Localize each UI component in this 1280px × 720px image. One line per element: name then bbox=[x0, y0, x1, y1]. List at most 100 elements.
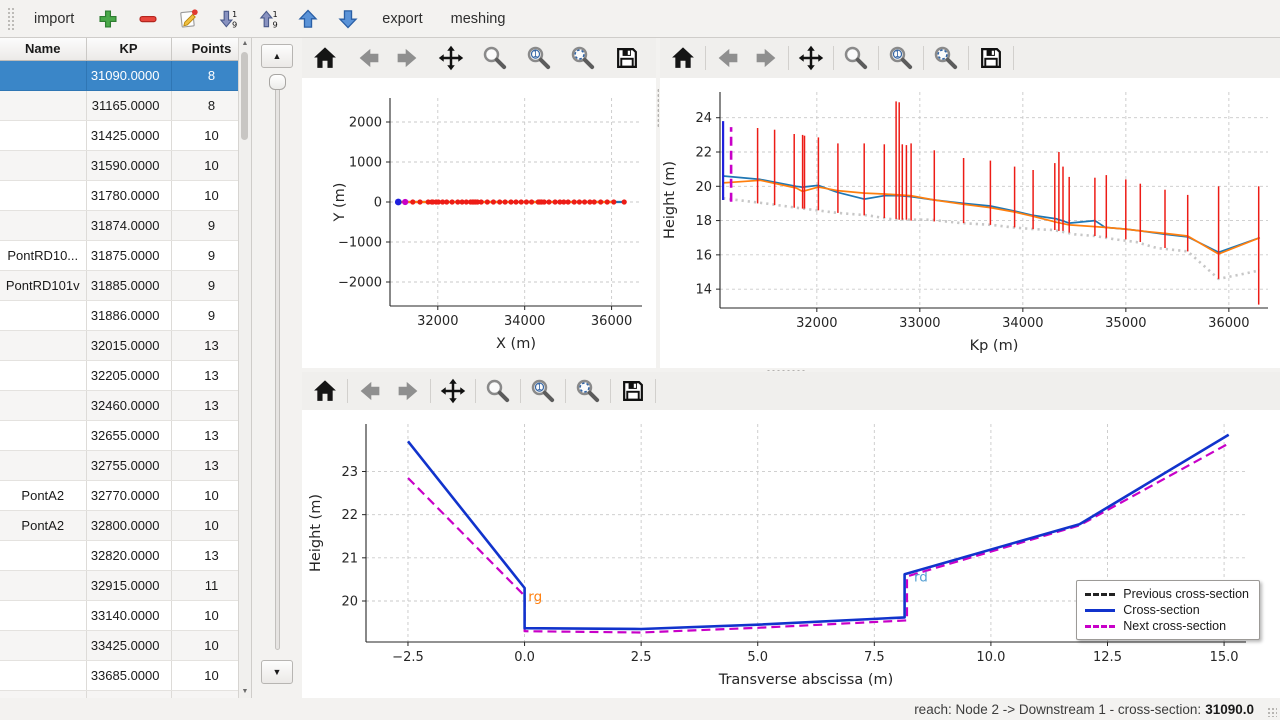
back-button[interactable] bbox=[709, 42, 747, 74]
import-button[interactable]: import bbox=[22, 5, 86, 33]
column-header-points[interactable]: Points bbox=[171, 38, 251, 61]
cell-kp[interactable]: 31780.0000 bbox=[86, 180, 172, 211]
cell-kp[interactable]: 32460.0000 bbox=[86, 390, 172, 421]
cell-name[interactable] bbox=[0, 180, 87, 211]
table-scrollbar-thumb[interactable] bbox=[241, 52, 248, 140]
cell-points[interactable]: 13 bbox=[171, 360, 251, 391]
table-row[interactable]: 33685.0000 10 bbox=[0, 660, 251, 691]
table-row[interactable]: 32015.0000 13 bbox=[0, 330, 251, 361]
table-row[interactable]: 31780.0000 10 bbox=[0, 180, 251, 211]
table-row[interactable]: 31425.0000 10 bbox=[0, 120, 251, 151]
cell-name[interactable] bbox=[0, 60, 87, 91]
table-row[interactable]: 32755.0000 13 bbox=[0, 450, 251, 481]
cell-points[interactable]: 9 bbox=[171, 270, 251, 301]
cell-name[interactable] bbox=[0, 660, 87, 691]
cell-kp[interactable]: 31874.0000 bbox=[86, 210, 172, 241]
cell-name[interactable]: PontA2 bbox=[0, 510, 87, 541]
cell-points[interactable]: 10 bbox=[171, 150, 251, 181]
cell-points[interactable]: 13 bbox=[171, 540, 251, 571]
table-row[interactable]: PontA2 32800.0000 10 bbox=[0, 510, 251, 541]
scroll-down-icon[interactable]: ▼ bbox=[241, 688, 249, 695]
table-row[interactable]: 31590.0000 10 bbox=[0, 150, 251, 181]
zoom-button[interactable] bbox=[837, 42, 875, 74]
forward-button[interactable] bbox=[747, 42, 785, 74]
remove-button[interactable] bbox=[130, 4, 166, 34]
slider-track[interactable] bbox=[275, 78, 280, 650]
table-row[interactable]: 32205.0000 13 bbox=[0, 360, 251, 391]
column-header-name[interactable]: Name bbox=[0, 38, 87, 61]
sort-descending-button[interactable] bbox=[210, 4, 246, 34]
column-header-kp[interactable]: KP bbox=[86, 38, 172, 61]
cell-kp[interactable]: 31875.0000 bbox=[86, 240, 172, 271]
cell-kp[interactable]: 31590.0000 bbox=[86, 150, 172, 181]
cell-kp[interactable]: 32755.0000 bbox=[86, 450, 172, 481]
forward-button[interactable] bbox=[389, 375, 427, 407]
table-scrollbar-trough[interactable] bbox=[239, 50, 251, 686]
table-row[interactable]: PontA2 32770.0000 10 bbox=[0, 480, 251, 511]
zoom-to-rect-button[interactable] bbox=[882, 42, 920, 74]
table-row[interactable]: 32915.0000 11 bbox=[0, 570, 251, 601]
zoom-fit-button[interactable] bbox=[927, 42, 965, 74]
cell-points[interactable]: 8 bbox=[171, 90, 251, 121]
resize-grip[interactable] bbox=[1267, 707, 1277, 717]
cell-name[interactable] bbox=[0, 570, 87, 601]
cell-kp[interactable]: 32015.0000 bbox=[86, 330, 172, 361]
table-row[interactable]: PontRD10... 31875.0000 9 bbox=[0, 240, 251, 271]
cell-points[interactable]: 9 bbox=[171, 210, 251, 241]
profile-figure-canvas[interactable]: 32000 33000 34000 35000 36000 14 16 18 20 22 24 Kp … bbox=[660, 78, 1280, 368]
back-button[interactable] bbox=[351, 375, 389, 407]
edit-button[interactable] bbox=[170, 4, 206, 34]
cell-kp[interactable]: 32770.0000 bbox=[86, 480, 172, 511]
zoom-fit-button[interactable] bbox=[569, 375, 607, 407]
cell-name[interactable] bbox=[0, 390, 87, 421]
cell-points[interactable]: 10 bbox=[171, 660, 251, 691]
cell-kp[interactable]: 33140.0000 bbox=[86, 600, 172, 631]
move-down-button[interactable] bbox=[330, 4, 366, 34]
table-row[interactable]: 31886.0000 9 bbox=[0, 300, 251, 331]
cell-points[interactable]: 10 bbox=[171, 630, 251, 661]
table-row[interactable]: 31090.0000 8 bbox=[0, 60, 251, 91]
cell-points[interactable]: 10 bbox=[171, 600, 251, 631]
cell-points[interactable]: 10 bbox=[171, 120, 251, 151]
cell-name[interactable] bbox=[0, 330, 87, 361]
cell-kp[interactable]: 31886.0000 bbox=[86, 300, 172, 331]
save-button[interactable] bbox=[614, 375, 652, 407]
add-button[interactable] bbox=[90, 4, 126, 34]
cell-name[interactable] bbox=[0, 420, 87, 451]
export-button[interactable]: export bbox=[370, 5, 434, 33]
home-button[interactable] bbox=[306, 375, 344, 407]
cell-kp[interactable]: 31090.0000 bbox=[86, 60, 172, 91]
table-row[interactable]: 31165.0000 8 bbox=[0, 90, 251, 121]
cell-points[interactable]: 10 bbox=[171, 480, 251, 511]
table-row[interactable]: 32655.0000 13 bbox=[0, 420, 251, 451]
cross-section-figure-canvas[interactable]: −2.5 0.0 2.5 5.0 7.5 10.0 12.5 15.0 20 21 22 23 Tran… bbox=[302, 410, 1280, 698]
pan-button[interactable] bbox=[434, 375, 472, 407]
home-button[interactable] bbox=[306, 42, 344, 74]
table-row[interactable]: 32820.0000 13 bbox=[0, 540, 251, 571]
cell-name[interactable] bbox=[0, 150, 87, 181]
cell-name[interactable] bbox=[0, 90, 87, 121]
table-scrollbar[interactable]: ▲ ▼ bbox=[238, 38, 251, 698]
scroll-up-icon[interactable]: ▲ bbox=[241, 40, 249, 47]
slider-down-button[interactable]: ▼ bbox=[261, 660, 293, 684]
slider-handle[interactable] bbox=[269, 74, 286, 90]
xy-figure-canvas[interactable]: 32000 34000 36000 −2000 −1000 0 1000 2000 X (m) Y… bbox=[302, 78, 656, 368]
zoom-button[interactable] bbox=[479, 375, 517, 407]
toolbar-drag-handle[interactable] bbox=[6, 5, 14, 32]
cell-name[interactable] bbox=[0, 360, 87, 391]
cell-kp[interactable]: 31885.0000 bbox=[86, 270, 172, 301]
sort-ascending-button[interactable] bbox=[250, 4, 286, 34]
cell-kp[interactable]: 32800.0000 bbox=[86, 510, 172, 541]
cell-kp[interactable]: 32820.0000 bbox=[86, 540, 172, 571]
cell-points[interactable]: 13 bbox=[171, 420, 251, 451]
table-row[interactable]: 31874.0000 9 bbox=[0, 210, 251, 241]
cell-points[interactable]: 13 bbox=[171, 390, 251, 421]
cell-name[interactable] bbox=[0, 600, 87, 631]
cell-kp[interactable]: 32205.0000 bbox=[86, 360, 172, 391]
meshing-button[interactable]: meshing bbox=[439, 5, 518, 33]
cell-name[interactable]: PontA2 bbox=[0, 480, 87, 511]
cell-points[interactable]: 9 bbox=[171, 300, 251, 331]
zoom-to-rect-button[interactable] bbox=[520, 42, 558, 74]
table-row[interactable]: 33425.0000 10 bbox=[0, 630, 251, 661]
table-row[interactable]: 32460.0000 13 bbox=[0, 390, 251, 421]
